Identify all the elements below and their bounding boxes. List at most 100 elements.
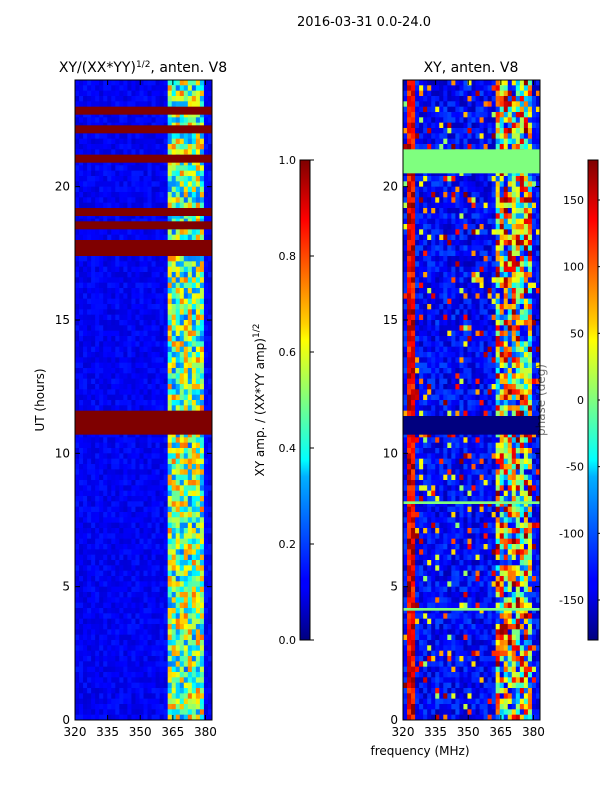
heatmap-cell	[191, 544, 197, 550]
heatmap-cell	[87, 138, 92, 145]
heatmap-cell	[99, 704, 104, 710]
heatmap-band	[75, 410, 212, 435]
heatmap-cell	[143, 714, 148, 721]
heatmap-cell	[163, 368, 169, 374]
heatmap-cell	[139, 405, 144, 412]
heatmap-cell	[151, 474, 156, 481]
heatmap-cell	[131, 682, 136, 689]
heatmap-cell	[143, 202, 148, 209]
heatmap-cell	[127, 261, 132, 268]
heatmap-cell	[87, 517, 92, 524]
heatmap-cell	[403, 90, 408, 97]
heatmap-cell	[175, 405, 181, 412]
heatmap-cell	[171, 666, 177, 673]
heatmap-cell	[139, 432, 144, 438]
heatmap-cell	[159, 581, 165, 588]
heatmap-cell	[151, 176, 156, 182]
heatmap-cell	[103, 522, 108, 529]
heatmap-cell	[179, 618, 185, 625]
heatmap-cell	[91, 373, 96, 380]
heatmap-cell	[143, 288, 148, 294]
heatmap-cell	[139, 474, 144, 481]
heatmap-cell	[487, 186, 493, 193]
heatmap-cell	[99, 618, 104, 625]
heatmap-cell	[111, 554, 116, 561]
heatmap-cell	[139, 336, 144, 342]
heatmap-cell	[123, 336, 128, 342]
heatmap-cell	[79, 293, 84, 300]
heatmap-cell	[187, 101, 193, 108]
heatmap-cell	[83, 197, 88, 204]
heatmap-cell	[431, 85, 436, 92]
heatmap-cell	[151, 672, 156, 678]
heatmap-cell	[511, 106, 517, 113]
heatmap-cell	[167, 672, 173, 678]
heatmap-cell	[451, 197, 456, 204]
heatmap-cell	[207, 629, 213, 636]
heatmap-cell	[135, 352, 140, 358]
heatmap-cell	[167, 437, 173, 444]
heatmap-cell	[183, 496, 189, 502]
heatmap-cell	[531, 90, 537, 97]
heatmap-cell	[175, 517, 181, 524]
heatmap-cell	[175, 138, 181, 145]
heatmap-cell	[187, 432, 193, 438]
heatmap-cell	[103, 544, 108, 550]
heatmap-cell	[183, 650, 189, 657]
heatmap-cell	[455, 176, 460, 182]
heatmap-cell	[523, 80, 529, 86]
heatmap-cell	[411, 90, 416, 97]
heatmap-cell	[415, 144, 420, 150]
heatmap-cell	[107, 501, 112, 508]
heatmap-cell	[127, 234, 132, 241]
heatmap-cell	[531, 133, 537, 140]
heatmap-cell	[459, 144, 464, 150]
heatmap-cell	[103, 560, 108, 566]
heatmap-cell	[103, 501, 108, 508]
heatmap-cell	[187, 272, 193, 278]
heatmap-cell	[491, 186, 497, 193]
heatmap-cell	[471, 176, 476, 182]
heatmap-cell	[199, 138, 205, 145]
heatmap-cell	[191, 80, 197, 86]
heatmap-cell	[131, 336, 136, 342]
heatmap-cell	[131, 277, 136, 284]
heatmap-cell	[167, 165, 173, 172]
heatmap-cell	[175, 485, 181, 492]
heatmap-cell	[167, 469, 173, 476]
heatmap-cell	[79, 640, 84, 646]
heatmap-cell	[195, 309, 201, 316]
heatmap-cell	[431, 202, 436, 209]
heatmap-cell	[115, 266, 120, 273]
heatmap-cell	[143, 709, 148, 716]
heatmap-cell	[199, 656, 205, 662]
heatmap-cell	[171, 522, 177, 529]
heatmap-cell	[179, 144, 185, 150]
heatmap-cell	[103, 490, 108, 497]
heatmap-cell	[135, 645, 140, 652]
heatmap-cell	[179, 554, 185, 561]
heatmap-cell	[79, 560, 84, 566]
heatmap-cell	[479, 176, 484, 182]
heatmap-cell	[207, 288, 213, 294]
heatmap-cell	[507, 197, 513, 204]
heatmap-cell	[167, 490, 173, 497]
heatmap-cell	[91, 261, 96, 268]
heatmap-cell	[115, 613, 120, 620]
heatmap-cell	[171, 704, 177, 710]
heatmap-cell	[159, 202, 165, 209]
heatmap-cell	[99, 117, 104, 124]
heatmap-cell	[119, 101, 124, 108]
heatmap-cell	[75, 261, 80, 268]
heatmap-cell	[123, 378, 128, 385]
heatmap-cell	[191, 554, 197, 561]
heatmap-cell	[183, 293, 189, 300]
heatmap-cell	[183, 213, 189, 220]
heatmap-cell	[79, 362, 84, 369]
heatmap-cell	[179, 362, 185, 369]
heatmap-cell	[143, 266, 148, 273]
heatmap-cell	[107, 101, 112, 108]
heatmap-cell	[159, 661, 165, 668]
heatmap-cell	[191, 96, 197, 102]
heatmap-cell	[83, 389, 88, 396]
